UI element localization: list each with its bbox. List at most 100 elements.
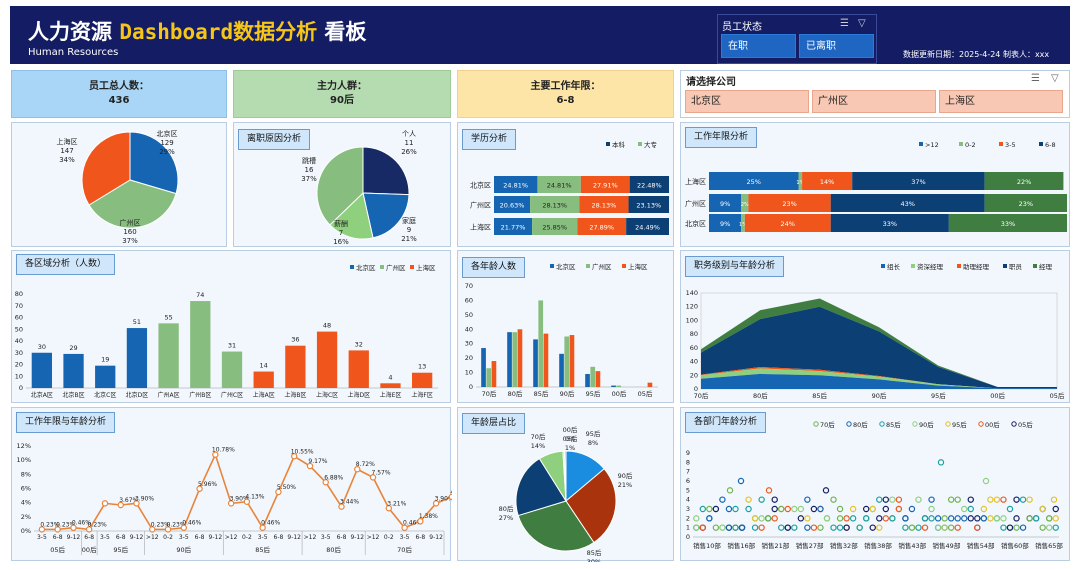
scatter-point xyxy=(954,496,961,503)
scatter-point xyxy=(737,477,745,485)
edu-segment xyxy=(494,196,531,213)
line-category: >12 xyxy=(367,534,380,541)
scatter-point xyxy=(941,515,948,522)
kpi-total-value: 436 xyxy=(108,95,130,106)
scatter-point xyxy=(1006,524,1014,531)
dept-bar xyxy=(31,352,52,388)
age-bar-rect xyxy=(559,353,564,387)
line-category: 6-8 xyxy=(116,534,126,541)
filter-icon[interactable]: ▽ xyxy=(858,18,866,29)
status-slicer-title: 员工状态 xyxy=(722,22,762,33)
scatter-point xyxy=(726,487,734,494)
scatter-legend-marker xyxy=(846,421,852,427)
line-series xyxy=(41,452,453,531)
tenure-segment xyxy=(741,194,749,212)
multiselect-icon[interactable]: ☰ xyxy=(840,18,849,29)
line-point-label: 10.78% xyxy=(212,447,235,454)
line-point xyxy=(243,498,251,505)
dept-category: 北京B区 xyxy=(62,391,84,399)
scatter-point xyxy=(830,524,837,531)
age-pie-percent: 0% xyxy=(565,435,575,443)
line-point xyxy=(196,485,203,492)
scatter-point xyxy=(843,524,850,531)
leave-pie-slice xyxy=(329,192,374,240)
edu-segment-label: 28.13% xyxy=(542,202,567,210)
scatter-point xyxy=(823,515,831,522)
age-bar-rect xyxy=(538,300,544,387)
leave-reason-panel: 个人 11 26% 家庭 9 21% 薪酬 7 16% 跳槽 16 37% 离职原因分析 xyxy=(233,122,451,247)
region-pie-percent: 29% xyxy=(159,148,175,156)
line-category: 9-12 xyxy=(67,534,81,541)
dept-category: 北京A区 xyxy=(31,391,53,399)
line-point xyxy=(85,526,93,533)
scatter-legend-marker xyxy=(945,421,951,427)
edu-segment-label: 21.77% xyxy=(501,224,526,232)
age-bar-category: 80后 xyxy=(508,389,523,398)
scatter-point xyxy=(928,505,935,513)
age-bar-category: 00后 xyxy=(612,389,627,398)
line-point xyxy=(354,466,361,473)
line-point xyxy=(212,451,219,458)
multiselect-icon[interactable]: ☰ xyxy=(1031,73,1040,84)
dept-count-panel: 0 10 20 30 40 50 60 70 80 30 北京A区 29 北京B区 19 北京C区 51 北京D… xyxy=(11,250,451,403)
line-point-label: 8.72% xyxy=(356,461,375,468)
update-info: 数据更新日期：2025-4-24 制表人：xxx xyxy=(903,50,1050,59)
scatter-point xyxy=(993,515,1001,522)
scatter-category: 销售54部 xyxy=(967,541,995,550)
line-point xyxy=(117,501,124,509)
dept-legend-swatch xyxy=(380,265,384,269)
edu-legend-swatch xyxy=(606,142,610,146)
tenure-segment-label: 23% xyxy=(1019,200,1033,208)
edu-segment xyxy=(628,196,670,213)
scatter-point xyxy=(706,515,713,522)
line-point-label: 3.90% xyxy=(435,495,452,502)
tenure-segment-label: 43% xyxy=(900,200,914,208)
kpi-total-label: 员工总人数： xyxy=(89,81,149,92)
age-bar-rect xyxy=(486,368,492,387)
age-bar-legend-label: 广州区 xyxy=(592,262,612,271)
scatter-point xyxy=(836,524,844,531)
filter-icon[interactable]: ▽ xyxy=(1051,73,1059,84)
line-category: >12 xyxy=(146,534,159,541)
scatter-point xyxy=(745,496,752,503)
age-pie-label: 70后 xyxy=(531,432,546,441)
scatter-point xyxy=(830,496,837,503)
age-pie-label: 90后 xyxy=(618,471,633,480)
area-legend-swatch xyxy=(1033,264,1037,268)
scatter-point xyxy=(1032,515,1040,522)
company-beijing-button[interactable]: 北京区 xyxy=(685,90,809,113)
edu-segment xyxy=(530,196,580,213)
age-bar-rect xyxy=(569,335,575,387)
age-bar-legend-swatch xyxy=(586,264,590,268)
line-ytick: 0% xyxy=(21,527,31,535)
company-guangzhou-button[interactable]: 广州区 xyxy=(812,90,936,113)
scatter-ytick: 1 xyxy=(686,524,690,532)
line-point-label: 0.46% xyxy=(403,520,422,527)
line-category: 6-8 xyxy=(84,534,94,541)
scatter-point xyxy=(915,524,922,531)
line-category: 0-2 xyxy=(242,534,252,541)
age-pie-percent: 30% xyxy=(587,558,601,562)
line-group-label: 80后 xyxy=(326,545,341,554)
area-ytick: 0 xyxy=(694,385,698,393)
age-bar-ytick: 20 xyxy=(465,354,473,362)
edu-segment-label: 24.81% xyxy=(503,182,528,190)
tenure-segment xyxy=(948,214,1067,232)
company-shanghai-button[interactable]: 上海区 xyxy=(939,90,1063,113)
scatter-point xyxy=(954,524,961,531)
dept-category: 上海E区 xyxy=(380,391,402,399)
line-point-label: 5.50% xyxy=(277,484,296,491)
scatter-point xyxy=(810,505,818,513)
dept-ytick: 60 xyxy=(15,314,23,322)
tenure-legend-label: 6-8 xyxy=(1045,141,1056,149)
line-group-label: 05后 xyxy=(50,545,65,554)
scatter-point xyxy=(895,496,903,503)
status-left-button[interactable]: 已离职 xyxy=(799,34,874,58)
tenure-segment xyxy=(984,194,1067,212)
status-onjob-button[interactable]: 在职 xyxy=(721,34,796,58)
tenure-segment-label: 25% xyxy=(747,178,761,186)
scatter-legend-marker xyxy=(879,421,885,427)
scatter-point xyxy=(706,505,713,513)
scatter-point xyxy=(797,505,805,513)
line-category: 6-8 xyxy=(274,534,284,541)
